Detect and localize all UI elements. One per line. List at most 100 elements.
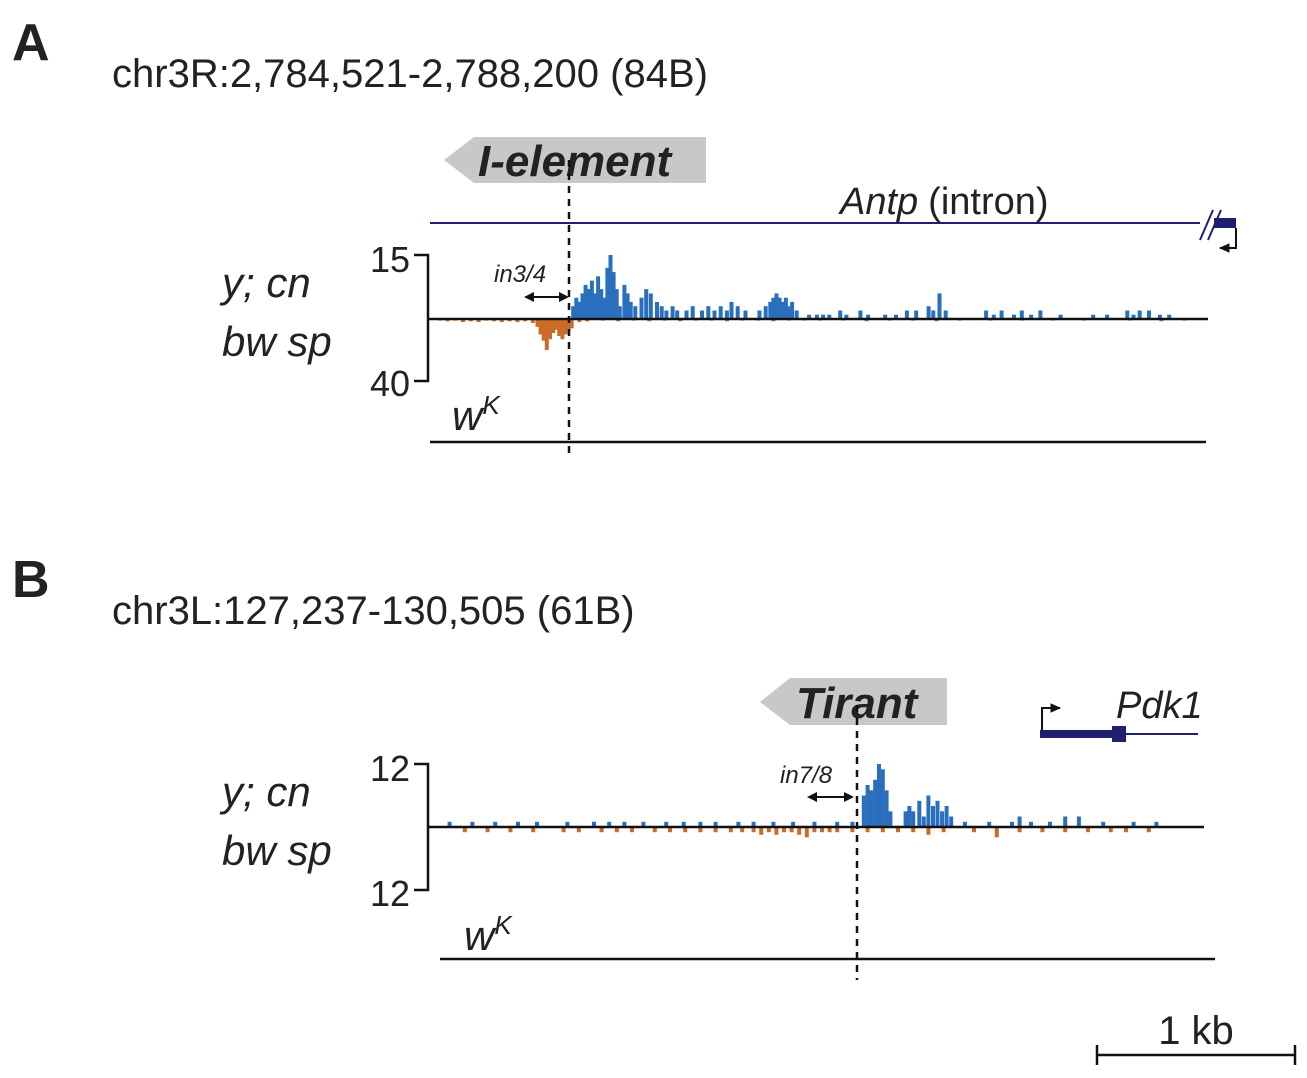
- panel-a-minus-bar: [577, 319, 582, 323]
- panel-b-minus-bar: [652, 827, 657, 833]
- panel-a-plus-bar: [602, 297, 607, 319]
- panel-a-y-bottom-tick: 40: [370, 363, 410, 404]
- panel-a-minus-bar: [566, 319, 571, 332]
- panel-a-plus-bar: [571, 306, 576, 319]
- panel-b-y-bottom-tick: 12: [370, 873, 410, 914]
- panel-a-plus-bar: [659, 306, 664, 319]
- panel-letter-a: A: [12, 14, 50, 72]
- panel-b-plus-bar: [940, 811, 945, 828]
- panel-a-plus-bar: [931, 310, 936, 319]
- panel-a-plus-bar: [914, 310, 919, 319]
- panel-a-track-label-line2: bw sp: [222, 318, 332, 365]
- panel-a-coordinates: chr3R:2,784,521-2,788,200 (84B): [112, 52, 708, 96]
- panel-b-minus-bar: [668, 827, 672, 833]
- panel-b-plus-bar: [493, 821, 498, 828]
- panel-b-track-label-line2: bw sp: [222, 827, 332, 874]
- panel-b-minus-bar: [766, 827, 771, 833]
- panel-b-plus-bar: [1010, 821, 1014, 828]
- panel-b-minus-bar: [713, 827, 718, 833]
- panel-a-plus-bar: [768, 301, 773, 319]
- panel-b-plus-bar: [751, 821, 756, 828]
- panel-a-gene-note: (intron): [928, 181, 1048, 223]
- panel-a-gene: Antp (intron): [430, 181, 1237, 253]
- panel-a-y-top-tick: 15: [370, 239, 410, 280]
- panel-a-plus-bar: [787, 306, 791, 319]
- panel-a-plus-bar: [648, 293, 653, 319]
- panel-a-plus-bar: [574, 297, 579, 319]
- panel-a-plus-bar: [943, 310, 948, 319]
- panel-a-plus-bar: [999, 310, 1004, 319]
- panel-a-plus-bar: [611, 272, 616, 319]
- panel-b-minus-bar: [972, 827, 976, 833]
- panel-a-plus-bar: [757, 310, 762, 319]
- panel-b-plus-bar: [565, 821, 570, 828]
- panel-a-plus-bar: [684, 310, 689, 319]
- panel-b-minus-bar: [698, 827, 703, 833]
- panel-a-plus-bar: [1147, 310, 1151, 319]
- panel-a-plus-bar: [622, 284, 627, 319]
- panel-a-plus-bar: [577, 301, 582, 319]
- panel-b-plus-bar: [865, 785, 870, 827]
- panel-b: B chr3L:127,237-130,505 (61B) Tirant Pdk…: [12, 551, 1215, 980]
- panel-a-minus-bar: [560, 319, 565, 340]
- panel-a-plus-bar: [628, 301, 633, 319]
- panel-a-plus-bar: [644, 289, 649, 319]
- panel-b-plus-bar: [873, 779, 878, 828]
- panel-letter-b: B: [12, 551, 50, 609]
- panel-b-minus-bar: [1040, 827, 1045, 833]
- panel-a-plus-bar: [821, 314, 826, 319]
- panel-a-te-box: I-element: [444, 137, 706, 186]
- panel-b-plus-bar: [835, 821, 840, 828]
- panel-b-coordinates: chr3L:127,237-130,505 (61B): [112, 589, 635, 633]
- panel-a-plus-bar: [1091, 314, 1096, 319]
- panel-a-minus-bar: [476, 319, 481, 323]
- panel-b-minus-bar: [576, 827, 581, 833]
- panel-a-plus-bar: [664, 310, 669, 319]
- panel-b-minus-bar: [508, 827, 513, 833]
- panel-a-plus-bar: [706, 306, 711, 319]
- panel-b-plus-bar: [771, 821, 776, 828]
- panel-b-minus-bar: [1146, 827, 1151, 833]
- panel-b-plus-bar: [664, 821, 669, 828]
- panel-b-plus-bar: [907, 806, 912, 827]
- panel-b-plus-bar: [877, 764, 881, 827]
- panel-a-plus-bar: [1157, 314, 1162, 319]
- panel-a-plus-bar: [838, 310, 843, 319]
- panel-a-plus-bar: [866, 314, 871, 319]
- panel-a-plus-bar: [894, 314, 898, 319]
- panel-a-plus-bar: [608, 255, 613, 319]
- panel-a-plus-bar: [1038, 310, 1043, 319]
- panel-a-bars: [437, 255, 1187, 350]
- panel-a-minus-bar: [515, 319, 520, 323]
- panel-b-tss-arrow-icon: [1041, 703, 1062, 730]
- panel-b-plus-bar: [1029, 821, 1033, 828]
- panel-a-plus-bar: [700, 310, 704, 319]
- panel-b-minus-bar: [835, 827, 840, 833]
- panel-a-plus-bar: [763, 306, 768, 319]
- panel-b-plus-bar: [641, 821, 646, 828]
- panel-a-plus-bar: [712, 310, 717, 319]
- panel-b-minus-bar: [1063, 827, 1068, 833]
- panel-b-plus-bar: [592, 821, 596, 828]
- panel-a-plus-bar: [599, 289, 604, 319]
- panel-a-plus-bar: [937, 293, 942, 319]
- panel-a-plus-bar: [844, 314, 849, 319]
- panel-b-plus-bar: [921, 816, 926, 827]
- panel-a-plus-bar: [1125, 310, 1130, 319]
- panel-b-minus-bar: [865, 827, 870, 833]
- panel-b-plus-bar: [911, 811, 916, 828]
- panel-b-plus-bar: [791, 821, 796, 828]
- panel-b-bars: [447, 764, 1159, 838]
- panel-a-minus-bar: [499, 319, 504, 323]
- panel-b-minus-bar: [896, 827, 900, 833]
- panel-a-plus-bar: [858, 310, 863, 319]
- panel-b-minus-bar: [850, 827, 855, 833]
- panel-b-plus-bar: [1048, 821, 1052, 828]
- panel-a-plus-bar: [780, 301, 785, 319]
- panel-b-minus-bar: [531, 827, 536, 833]
- panel-b-plus-bar: [681, 821, 686, 828]
- panel-a-plus-bar: [589, 280, 594, 319]
- panel-b-plus-bar: [861, 795, 866, 827]
- panel-b-te-arrow-shape: [760, 678, 947, 725]
